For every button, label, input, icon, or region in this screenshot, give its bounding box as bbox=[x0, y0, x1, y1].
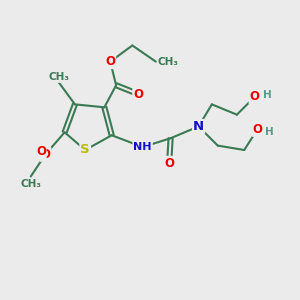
Text: O: O bbox=[253, 123, 262, 136]
Text: S: S bbox=[80, 143, 90, 157]
Text: O: O bbox=[40, 148, 50, 161]
Text: CH₃: CH₃ bbox=[20, 179, 41, 189]
Text: O: O bbox=[250, 91, 260, 103]
Text: NH: NH bbox=[134, 142, 152, 152]
Text: CH₃: CH₃ bbox=[158, 57, 178, 67]
Text: O: O bbox=[36, 145, 46, 158]
Text: H: H bbox=[262, 90, 271, 100]
Text: O: O bbox=[105, 55, 115, 68]
Text: H: H bbox=[266, 127, 274, 137]
Text: O: O bbox=[164, 157, 174, 170]
Text: N: N bbox=[193, 120, 204, 133]
Text: O: O bbox=[133, 88, 143, 100]
Text: CH₃: CH₃ bbox=[48, 72, 69, 82]
